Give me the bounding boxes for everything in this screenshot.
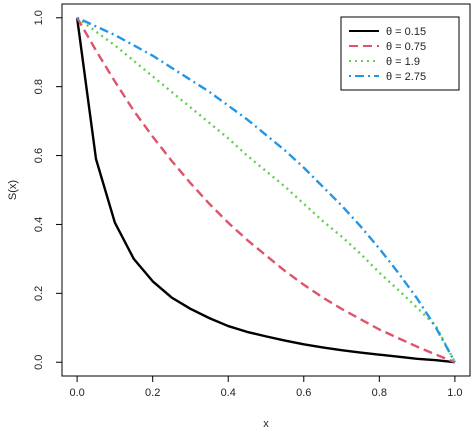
legend-label-2: θ = 0.75 — [386, 41, 426, 53]
legend-label-4: θ = 2.75 — [386, 71, 426, 83]
series-layer — [75, 16, 456, 364]
x-axis-title: x — [263, 418, 269, 430]
plot-frame — [61, 3, 471, 377]
y-tick-label: 1.0 — [33, 10, 45, 25]
x-tick-label: 0.4 — [221, 387, 236, 399]
legend: θ = 0.15 θ = 0.75 θ = 1.9 θ = 2.75 — [340, 16, 460, 91]
x-tick-label: 0.6 — [296, 387, 311, 399]
y-tick-label: 0.8 — [33, 79, 45, 94]
y-tick-label: 0.4 — [33, 217, 45, 232]
legend-label-1: θ = 0.15 — [386, 26, 426, 38]
series-line-2 — [76, 17, 456, 364]
x-tick-label: 1.0 — [447, 387, 462, 399]
x-tick-label: 0.0 — [69, 387, 84, 399]
y-tick-label: 0.0 — [33, 355, 45, 370]
axes: 0.0 0.2 0.4 0.6 0.8 1.0 0.0 0.2 0.4 0.6 0.8 1.0 — [33, 10, 463, 399]
legend-label-3: θ = 1.9 — [386, 56, 420, 68]
series-line-4 — [76, 16, 456, 363]
series-line-1 — [75, 17, 456, 364]
y-tick-label: 0.6 — [33, 148, 45, 163]
x-tick-label: 0.2 — [145, 387, 160, 399]
x-tick-label: 0.8 — [372, 387, 387, 399]
legend-box — [340, 16, 460, 91]
series-line-3 — [76, 16, 456, 363]
y-axis-title: S(x) — [7, 180, 19, 200]
y-tick-label: 0.2 — [33, 286, 45, 301]
